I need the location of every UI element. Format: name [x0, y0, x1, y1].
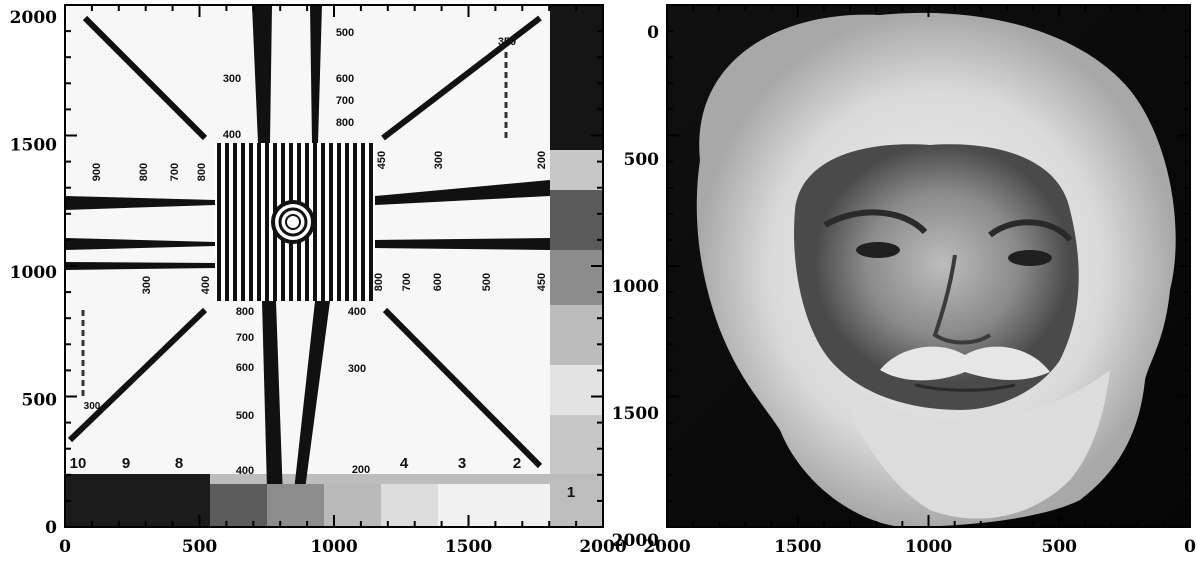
left-x-tick-label: 0: [59, 537, 71, 557]
test-chart-label: 2: [513, 455, 521, 472]
center-bar: [265, 143, 269, 301]
test-chart-label: 400: [200, 276, 212, 294]
test-chart-label: 700: [336, 95, 354, 107]
test-chart-label: 800: [336, 117, 354, 129]
center-bar: [329, 143, 333, 301]
center-bar: [337, 143, 341, 301]
test-chart-label: 800: [373, 273, 385, 291]
test-chart-panel: 500 300 600 700 800 400 350 900 800 700 800 450 300 2…: [65, 5, 603, 527]
portrait-panel: [667, 5, 1190, 528]
test-chart-label: 200: [352, 464, 370, 476]
test-chart-label: 4: [400, 455, 409, 472]
test-chart-label: 450: [376, 151, 388, 169]
test-chart-label: 400: [223, 129, 241, 141]
mustache: [880, 346, 1050, 381]
left-eyebrow: [823, 209, 928, 235]
center-bar: [353, 143, 357, 301]
right-x-tick-label: 0: [1184, 537, 1196, 557]
test-chart-label: 300: [84, 401, 101, 412]
test-chart-label: 500: [481, 273, 493, 291]
test-chart-label: 300: [141, 276, 153, 294]
central-resolution-square: [215, 143, 375, 301]
test-chart-label: 8: [175, 455, 183, 472]
left-x-tick-label: 1500: [445, 537, 492, 557]
test-chart-label: 1: [567, 484, 575, 501]
test-chart-label: 500: [336, 27, 354, 39]
test-chart-label: 300: [433, 151, 445, 169]
right-eyebrow: [988, 219, 1073, 242]
right-eye: [1008, 250, 1052, 266]
right-y-tick-label: 1500: [612, 404, 659, 424]
right-y-tick-label: 0: [647, 23, 659, 43]
left-y-tick-label: 500: [22, 391, 58, 411]
test-chart-label: 800: [138, 163, 150, 181]
center-bar: [257, 143, 261, 301]
test-chart-label: 400: [236, 465, 254, 477]
test-chart-label: 3: [458, 455, 466, 472]
center-target-ring-inner: [285, 214, 301, 230]
left-y-tick-label: 1000: [10, 263, 57, 283]
left-eye: [856, 242, 900, 258]
center-bar: [369, 143, 373, 301]
vertical-wedges: [252, 5, 330, 527]
test-chart-label: 800: [196, 163, 208, 181]
test-chart-label: 400: [348, 306, 366, 318]
test-chart-label: 500: [236, 410, 254, 422]
bottom-grayscale: [65, 474, 550, 527]
right-x-tick-label: 2000: [643, 537, 690, 557]
center-bar: [241, 143, 245, 301]
test-chart-label: 9: [122, 455, 130, 472]
test-chart-label: 200: [536, 151, 548, 169]
left-y-tick-label: 0: [45, 518, 57, 538]
right-axes: 2000 1500 1000 500 0 0 500 1000 1500 2000: [612, 4, 1196, 557]
right-x-tick-label: 1000: [905, 537, 952, 557]
right-y-tick-label: 500: [624, 150, 660, 170]
beard: [830, 360, 1110, 519]
ladder-marks: [81, 52, 508, 398]
mouth: [914, 383, 1016, 392]
right-y-tick-label: 2000: [612, 531, 659, 551]
test-chart-label: 300: [348, 363, 366, 375]
left-x-tick-label: 2000: [579, 537, 626, 557]
test-chart-label: 450: [536, 273, 548, 291]
diagonal-wedges: [67, 15, 543, 469]
left-y-tick-label: 2000: [10, 8, 57, 28]
right-grayscale: [550, 5, 603, 415]
left-x-tick-label: 500: [182, 537, 218, 557]
center-bar: [249, 143, 253, 301]
right-y-tick-label: 1000: [612, 277, 659, 297]
test-chart-label: 800: [236, 306, 254, 318]
left-y-tick-label: 1500: [10, 136, 57, 156]
test-chart-label: 10: [70, 455, 87, 472]
right-x-tick-label: 1500: [774, 537, 821, 557]
test-chart-label: 600: [432, 273, 444, 291]
center-bar: [217, 143, 221, 301]
test-chart-label: 700: [236, 332, 254, 344]
center-bar: [225, 143, 229, 301]
test-chart-label: 600: [336, 73, 354, 85]
test-chart-label: 300: [223, 73, 241, 85]
center-bar: [345, 143, 349, 301]
test-chart-label: 700: [169, 163, 181, 181]
center-bar: [361, 143, 365, 301]
center-bar: [321, 143, 325, 301]
test-chart-label: 350: [498, 36, 516, 48]
test-chart-label: 600: [236, 362, 254, 374]
horizontal-wedges: [65, 180, 550, 270]
right-x-tick-label: 500: [1042, 537, 1078, 557]
test-chart-label: 900: [91, 163, 103, 181]
test-chart-label: 700: [401, 273, 413, 291]
center-bar: [233, 143, 237, 301]
left-x-tick-label: 1000: [310, 537, 357, 557]
nose: [932, 254, 992, 345]
